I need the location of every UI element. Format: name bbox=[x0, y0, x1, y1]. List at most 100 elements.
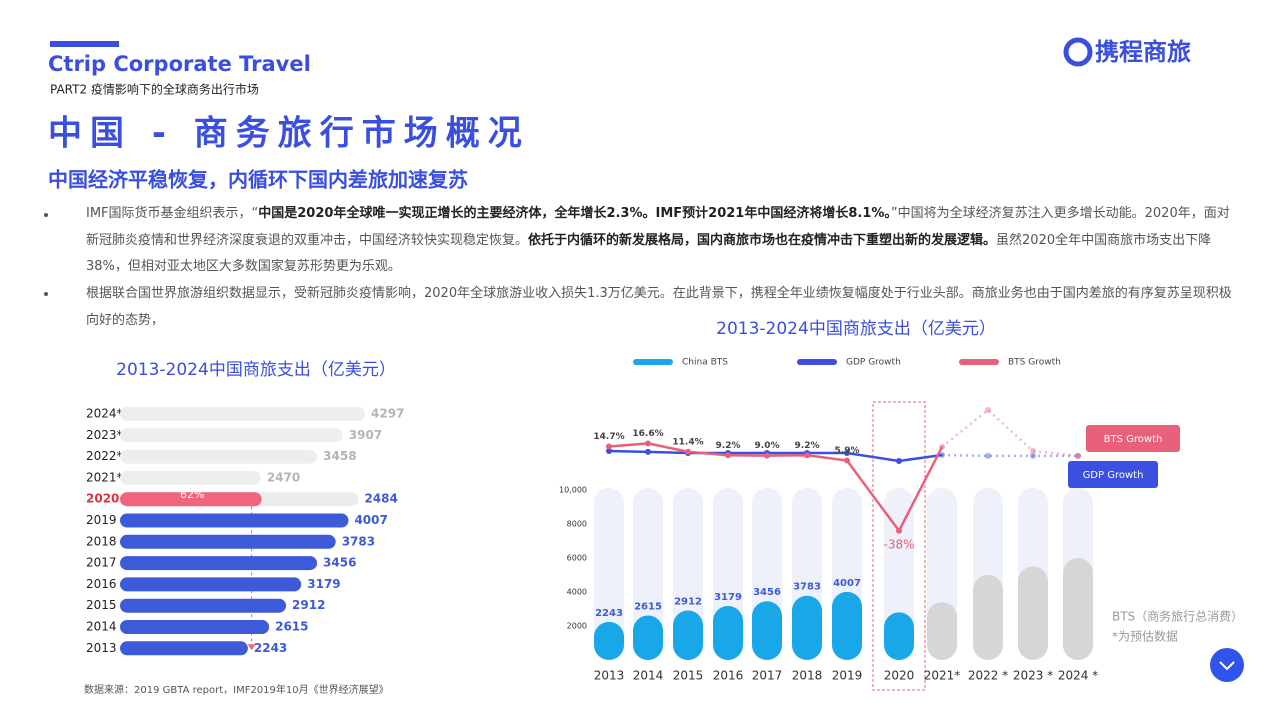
bullet-segment: 依托于内循环的新发展格局，国内商旅市场也在疫情冲击下重塑出新的发展逻辑。 bbox=[528, 232, 997, 248]
point bbox=[939, 443, 945, 450]
bullet-segment: 虽然2020全年中国商旅市场支出下降38%，但相对亚太地区大多数国家复苏形势更为… bbox=[86, 232, 1212, 275]
value-label: 3783 bbox=[793, 582, 821, 593]
value-label: 4007 bbox=[354, 513, 387, 527]
value-label: 3456 bbox=[753, 587, 781, 598]
point bbox=[804, 452, 810, 459]
bullet-segment: IMF国际货币基金组织表示，“ bbox=[86, 206, 259, 221]
bar bbox=[1063, 558, 1093, 660]
value-label: 9.0% bbox=[755, 441, 780, 451]
category-label: 2014 bbox=[86, 620, 117, 634]
point bbox=[896, 458, 902, 465]
bar bbox=[713, 605, 743, 660]
bullet-text: IMF国际货币基金组织表示，“中国是2020年全球唯一实现正增长的主要经济体，全… bbox=[86, 201, 1236, 281]
value-label: 11.4% bbox=[672, 437, 703, 447]
bar bbox=[832, 591, 862, 660]
brand: Ctrip Corporate Travel bbox=[48, 52, 311, 76]
x-tick-label: 2024 * bbox=[1058, 669, 1098, 683]
bar bbox=[120, 407, 365, 421]
chart-title: 2013-2024中国商旅支出（亿美元） bbox=[716, 319, 996, 339]
bullet-segment: ”中国将为全球经济复苏注入更多增长动能。2020年，面对新冠肺炎疫情和世界经济深… bbox=[86, 206, 1230, 248]
point bbox=[606, 447, 612, 454]
point bbox=[606, 443, 612, 450]
accent-bar bbox=[50, 41, 119, 47]
bar bbox=[633, 615, 663, 660]
category-label: 2023* bbox=[86, 428, 123, 442]
value-label: 16.6% bbox=[632, 429, 663, 439]
logo-icon bbox=[1063, 37, 1093, 67]
category-label: 2022* bbox=[86, 449, 123, 463]
category-label: 2017 bbox=[86, 556, 117, 570]
x-tick-label: 2016 bbox=[713, 669, 744, 683]
value-label: -38% bbox=[883, 537, 914, 551]
chart-title: 2013-2024中国商旅支出（亿美元） bbox=[116, 360, 396, 380]
point bbox=[939, 451, 945, 458]
value-label: 3179 bbox=[307, 577, 340, 591]
point bbox=[1030, 447, 1036, 454]
value-label: 2470 bbox=[267, 470, 300, 484]
part-label: PART2 疫情影响下的全球商务出行市场 bbox=[50, 82, 259, 97]
value-label: 2243 bbox=[254, 641, 287, 655]
value-label: 3179 bbox=[714, 592, 742, 603]
scroll-button[interactable] bbox=[1210, 648, 1244, 682]
bullet-text: 根据联合国世界旅游组织数据显示，受新冠肺炎疫情影响，2020年全球旅游业收入损失… bbox=[86, 281, 1236, 334]
bar bbox=[120, 620, 270, 634]
value-label: 2615 bbox=[275, 620, 308, 634]
point bbox=[645, 440, 651, 447]
x-tick-label: 2014 bbox=[633, 669, 664, 683]
bar bbox=[120, 577, 302, 592]
series-tag bbox=[1068, 461, 1158, 488]
value-label: 2615 bbox=[634, 602, 662, 613]
bar bbox=[120, 449, 318, 464]
bar bbox=[792, 595, 822, 660]
page-title: 中国 - 商务旅行市场概况 bbox=[48, 114, 530, 154]
y-tick-label: 2000 bbox=[567, 622, 587, 631]
bullet-segment: 中国是2020年全球唯一实现正增长的主要经济体，全年增长2.3%。IMF预计20… bbox=[258, 206, 891, 221]
category-label: 2015 bbox=[86, 598, 117, 612]
heading: 中国经济平稳恢复，内循环下国内差旅加速复苏 bbox=[48, 168, 468, 192]
bar bbox=[927, 602, 957, 660]
bar bbox=[752, 601, 782, 660]
annotation: 62% bbox=[180, 488, 204, 501]
highlight-box bbox=[872, 401, 926, 691]
bar bbox=[594, 621, 624, 660]
legend-label: GDP Growth bbox=[846, 358, 901, 368]
forecast-line bbox=[941, 453, 1078, 458]
category-label: 2016 bbox=[86, 577, 117, 591]
button-circle[interactable] bbox=[1210, 648, 1244, 682]
point bbox=[844, 457, 850, 464]
x-tick-label: 2015 bbox=[673, 669, 704, 683]
bar bbox=[120, 556, 318, 571]
bar bbox=[1018, 566, 1048, 660]
value-label: 14.7% bbox=[593, 432, 624, 442]
category-label: 2018 bbox=[86, 534, 117, 548]
series-tag bbox=[1086, 425, 1180, 452]
point bbox=[844, 450, 850, 457]
bar bbox=[120, 534, 336, 549]
source: 数据来源：2019 GBTA report，IMF2019年10月《世界经济展望… bbox=[84, 683, 389, 696]
point bbox=[645, 448, 651, 455]
value-label: 3456 bbox=[323, 556, 356, 570]
bar bbox=[673, 610, 703, 660]
category-label: 2021* bbox=[86, 470, 123, 484]
value-label: 9.2% bbox=[795, 441, 820, 451]
series-tag-label: BTS Growth bbox=[1104, 434, 1163, 445]
guide-arrow bbox=[247, 644, 256, 651]
value-label: 2484 bbox=[364, 492, 397, 506]
point bbox=[1075, 452, 1081, 459]
category-label: 2013 bbox=[86, 641, 117, 655]
chevron[interactable] bbox=[1219, 661, 1235, 671]
value-label: 4007 bbox=[833, 578, 861, 589]
bar bbox=[120, 598, 287, 613]
bar bbox=[884, 612, 914, 660]
bar bbox=[120, 641, 248, 656]
value-label: 5.9% bbox=[835, 446, 860, 456]
value-label: 9.2% bbox=[716, 441, 741, 451]
forecast-line bbox=[941, 408, 1079, 458]
point bbox=[1075, 452, 1081, 459]
value-label: 2912 bbox=[674, 596, 702, 607]
bullet-segment: 根据联合国世界旅游组织数据显示，受新冠肺炎疫情影响，2020年全球旅游业收入损失… bbox=[86, 286, 1232, 328]
x-tick-label: 2022 * bbox=[968, 669, 1008, 683]
point bbox=[685, 448, 691, 455]
point bbox=[725, 452, 731, 459]
